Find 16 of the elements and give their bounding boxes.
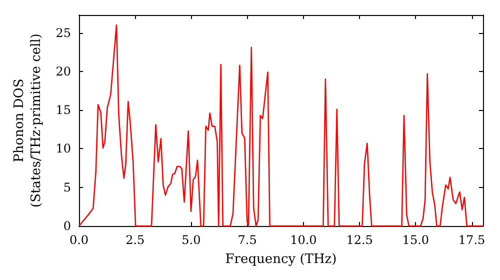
x-tick-label: 12.5 [346,233,373,247]
x-tick-label: 0.0 [69,233,89,247]
y-tick-label: 20 [56,64,71,78]
y-tick-label: 10 [56,142,71,156]
x-tick-label: 2.5 [126,233,145,247]
y-tick-label: 25 [56,26,71,40]
x-tick-label: 15.0 [402,233,430,247]
x-tick-label: 5.0 [182,233,201,247]
x-axis-title: Frequency (THz) [225,252,337,267]
y-tick-label: 5 [63,180,71,194]
y-tick-label: 0 [63,219,71,233]
y-tick-label: 15 [56,103,71,118]
x-tick-label: 7.5 [238,233,257,247]
x-tick-label: 17.5 [458,233,486,247]
y-axis-title: Phonon DOS (States/THz·primitive cell) [12,33,44,208]
x-tick-label: 10.0 [290,233,317,247]
